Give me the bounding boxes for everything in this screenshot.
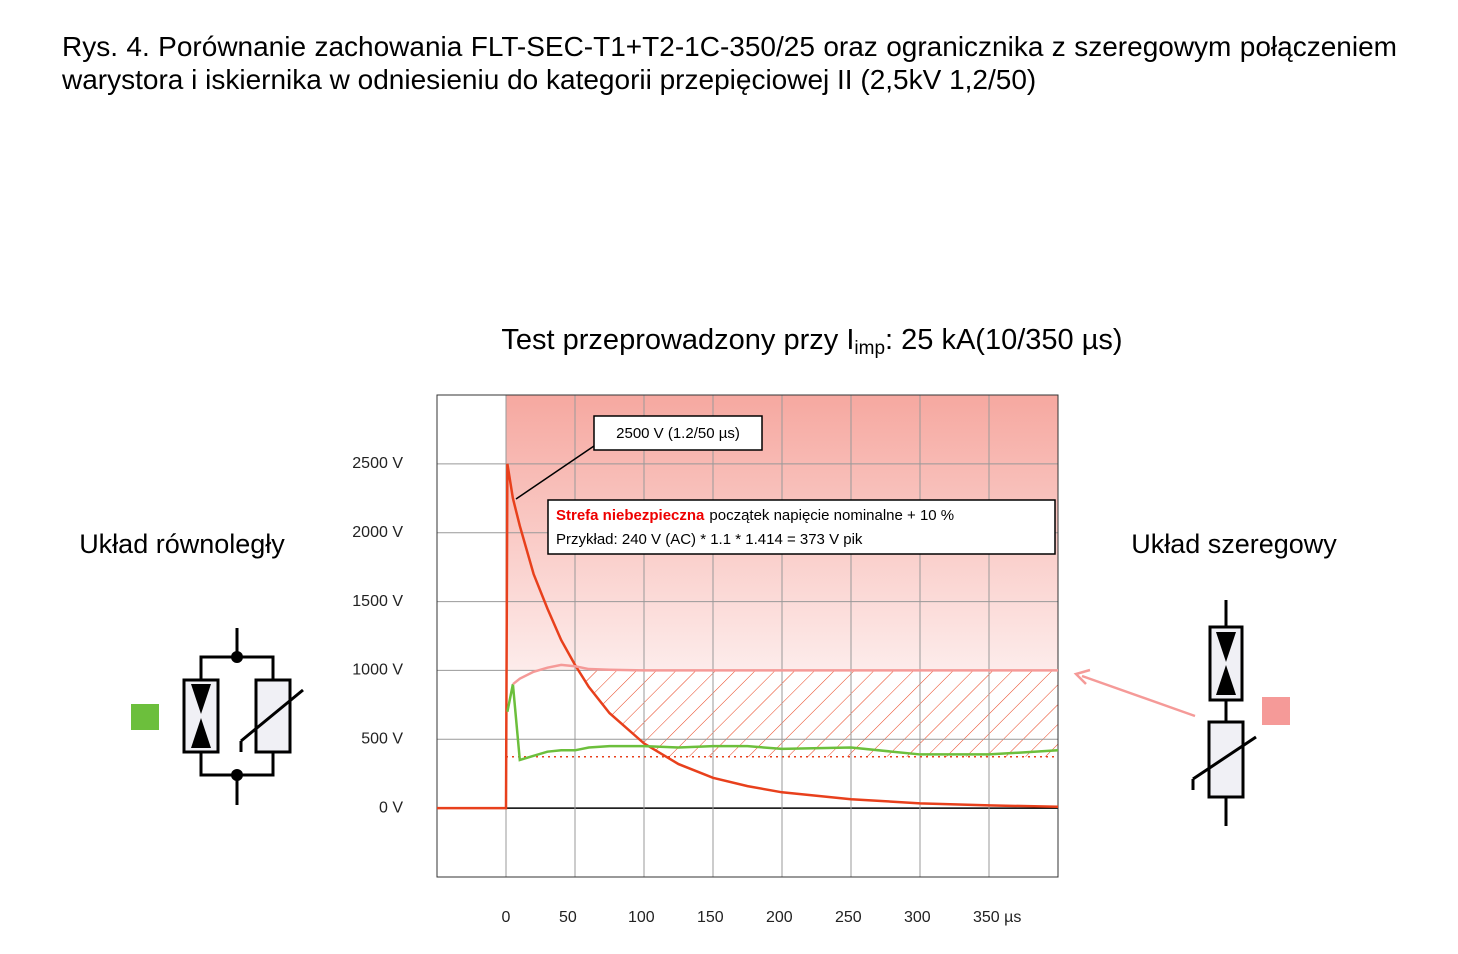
arrow	[1081, 674, 1196, 718]
annotation-text: początek napięcie nominalne + 10 %	[709, 507, 954, 524]
series-line	[512, 663, 1058, 686]
annotation-box	[593, 415, 763, 451]
y-tick-label: 0 V	[379, 799, 403, 816]
annotation: Przykład: 240 V (AC) * 1.1 * 1.414 = 373…	[556, 531, 863, 548]
node	[231, 651, 243, 663]
plot: 2500 V (1.2/50 µs) Strefa niebezpieczna po…	[437, 415, 1059, 810]
legend-swatch	[131, 704, 159, 730]
x-tick-label: 0	[502, 909, 511, 926]
chart-title-part: : 25 kA(10/350 µs)	[885, 324, 1123, 356]
annotation-leader	[515, 445, 595, 500]
legend-swatch	[1262, 697, 1290, 725]
plot-frame	[436, 394, 1059, 878]
x-tick-label: 50	[559, 909, 577, 926]
arrow-head	[1073, 668, 1091, 685]
y-tick-label: 2500 V	[352, 455, 403, 472]
spark-gap-symbol	[1216, 632, 1236, 695]
page-title: Rys. 4. Porównanie zachowania FLT-SEC-T1…	[62, 31, 1397, 95]
node	[231, 769, 243, 781]
x-tick-label: 100	[628, 909, 655, 926]
y-tick-label: 1500 V	[352, 593, 403, 610]
series-line	[437, 463, 1059, 810]
chart-title-part: Test przeprowadzony przy I	[501, 324, 854, 356]
chart-title: Test przeprowadzony przy Iimp: 25 kA(10/…	[501, 324, 1122, 359]
chart-title-subscript: imp	[854, 338, 885, 359]
x-tick-label: 250	[835, 909, 862, 926]
annotation-box	[547, 499, 1056, 555]
spark-gap-symbol	[191, 684, 211, 748]
parallel-circuit	[182, 628, 304, 805]
x-tick-label: 350 µs	[973, 909, 1021, 926]
legend-label: Układ równoległy	[79, 529, 285, 559]
y-tick-label: 2000 V	[352, 524, 403, 541]
x-tick-label: 150	[697, 909, 724, 926]
y-tick-label: 1000 V	[352, 662, 403, 679]
series-line	[506, 683, 1059, 762]
annotation: Strefa niebezpieczna początek napięcie no…	[556, 507, 954, 524]
grid: 0 V 500 V 1000 V 1500 V 2000 V 2500 V 0 50 100 15…	[352, 394, 1059, 926]
annotation-highlight: Strefa niebezpieczna	[556, 507, 705, 524]
y-tick-label: 500 V	[361, 731, 403, 748]
x-tick-label: 200	[766, 909, 793, 926]
x-tick-label: 300	[904, 909, 931, 926]
annotation: 2500 V (1.2/50 µs)	[616, 425, 740, 442]
legend-label: Układ szeregowy	[1131, 529, 1337, 559]
